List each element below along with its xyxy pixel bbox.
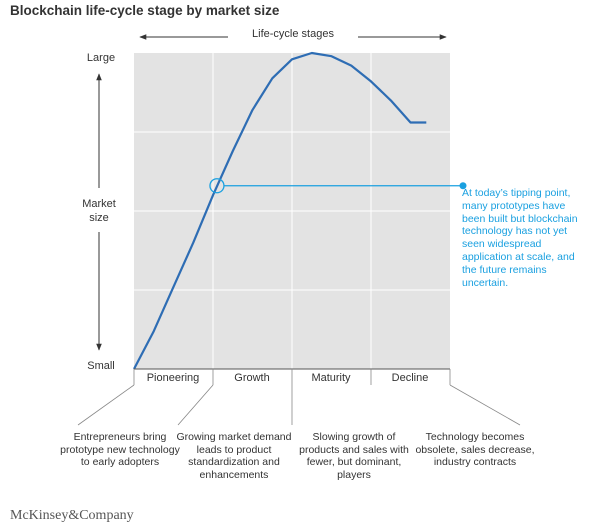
brand-logo: McKinsey&Company	[10, 508, 134, 523]
stage-connector-line	[77, 384, 135, 426]
market-size-curve	[133, 51, 427, 370]
stage-desc-pioneering: Entrepreneurs bring prototype new techno…	[60, 431, 180, 468]
y-axis-label: Market size	[82, 198, 116, 224]
stage-connector-line	[449, 384, 521, 426]
stage-label-growth: Growth	[234, 372, 270, 384]
annotation-text: At today’s tipping point, many prototype…	[462, 187, 578, 289]
stage-label-pioneering: Pioneering	[146, 372, 200, 384]
stage-desc-maturity: Slowing growth of products and sales wit…	[299, 431, 409, 481]
header-label: Life-cycle stages	[228, 28, 358, 40]
stage-connector-line	[177, 384, 214, 426]
stage-desc-growth: Growing market demand leads to product s…	[176, 431, 292, 481]
stage-label-maturity: Maturity	[311, 372, 351, 384]
stage-desc-decline: Technology becomes obsolete, sales decre…	[415, 431, 535, 468]
y-tick-small: Small	[87, 360, 115, 372]
annotation-dot	[459, 182, 467, 190]
chart-title: Blockchain life-cycle stage by market si…	[10, 3, 280, 18]
y-tick-large: Large	[86, 52, 116, 64]
stage-label-decline: Decline	[391, 372, 429, 384]
